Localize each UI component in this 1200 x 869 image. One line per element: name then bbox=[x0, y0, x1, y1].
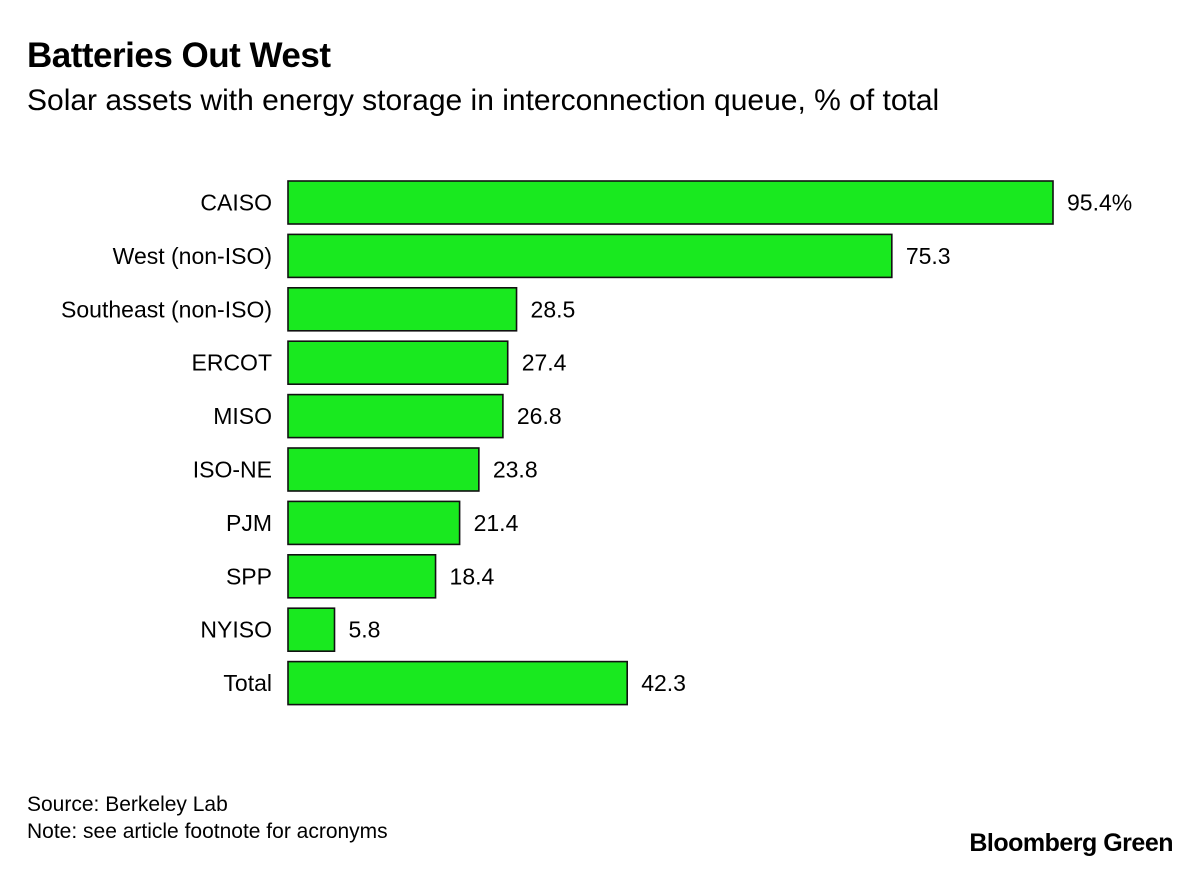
value-label: 42.3 bbox=[641, 670, 686, 696]
bar bbox=[287, 553, 437, 599]
footnote: Note: see article footnote for acronyms bbox=[27, 820, 388, 843]
bar bbox=[287, 286, 518, 332]
category-label: MISO bbox=[213, 403, 272, 429]
category-label: ISO-NE bbox=[193, 457, 272, 483]
category-label: NYISO bbox=[200, 617, 272, 643]
chart-title: Batteries Out West bbox=[27, 36, 331, 75]
value-label: 21.4 bbox=[474, 510, 519, 536]
bar bbox=[287, 447, 480, 492]
value-label: 23.8 bbox=[493, 457, 538, 483]
brand-logo: Bloomberg Green bbox=[969, 829, 1173, 857]
category-label: ERCOT bbox=[192, 350, 273, 376]
category-label: PJM bbox=[226, 510, 272, 536]
value-label: 26.8 bbox=[517, 403, 562, 429]
value-label: 27.4 bbox=[522, 350, 567, 376]
value-label: 28.5 bbox=[531, 296, 576, 322]
bar bbox=[287, 393, 504, 439]
bar bbox=[287, 607, 336, 653]
chart-subtitle: Solar assets with energy storage in inte… bbox=[27, 84, 940, 117]
category-label: Southeast (non-ISO) bbox=[61, 296, 272, 322]
bar-chart: CAISO 95.4% West (non-ISO) 75.3 Southeast (n… bbox=[61, 180, 1132, 706]
value-label: 95.4% bbox=[1067, 190, 1132, 216]
source-note: Source: Berkeley Lab bbox=[27, 793, 228, 816]
category-label: SPP bbox=[226, 563, 272, 589]
bar bbox=[287, 340, 509, 386]
bar bbox=[287, 180, 1054, 225]
value-label: 18.4 bbox=[450, 563, 495, 589]
bar bbox=[287, 500, 461, 546]
value-label: 5.8 bbox=[349, 617, 381, 643]
category-label: Total bbox=[223, 670, 272, 696]
bar bbox=[287, 233, 893, 279]
category-label: CAISO bbox=[200, 190, 272, 216]
bar bbox=[287, 660, 628, 706]
value-label: 75.3 bbox=[906, 243, 951, 269]
category-label: West (non-ISO) bbox=[113, 243, 272, 269]
